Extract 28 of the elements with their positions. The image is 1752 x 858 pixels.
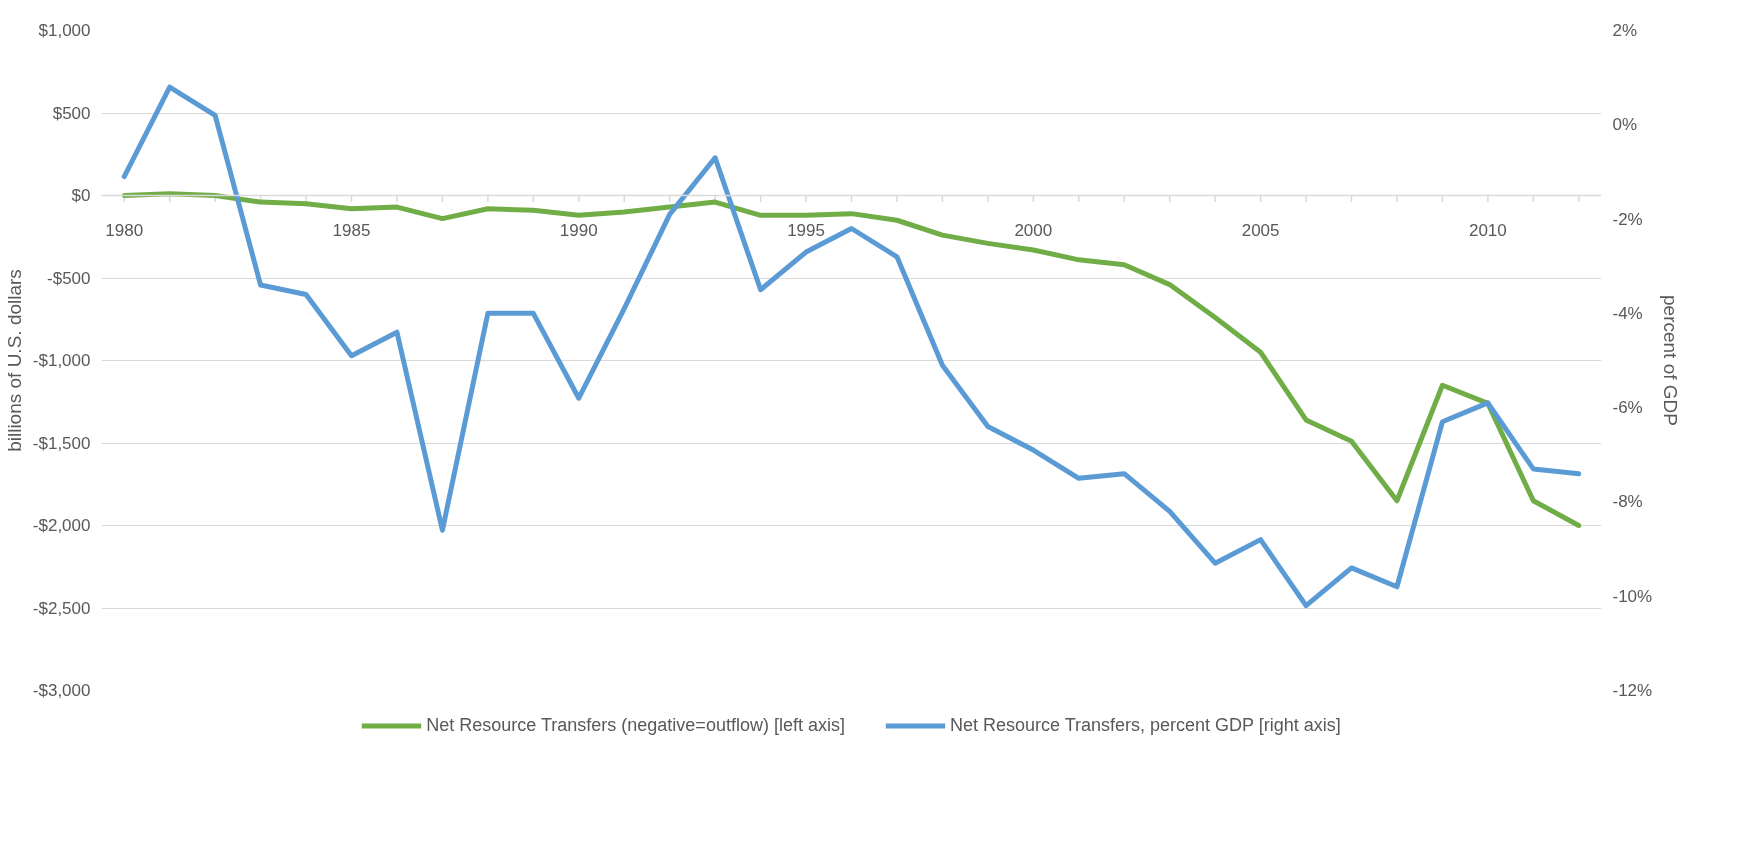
legend-label: Net Resource Transfers, percent GDP [right axis] bbox=[949, 714, 1341, 736]
y2-tick-label: 2% bbox=[1612, 21, 1638, 40]
y-tick-label: -$2,000 bbox=[32, 516, 91, 535]
y2-axis-title: percent of GDP bbox=[1660, 295, 1682, 426]
x-tick-label: 2005 bbox=[1241, 220, 1280, 240]
y-tick-label: -$1,000 bbox=[32, 351, 91, 370]
y2-tick-label: -4% bbox=[1612, 303, 1643, 323]
x-tick-label: 2010 bbox=[1468, 220, 1507, 240]
y2-tick-label: -10% bbox=[1612, 586, 1653, 606]
y2-tick-label: -2% bbox=[1612, 209, 1643, 229]
y2-tick-label: 0% bbox=[1612, 115, 1638, 135]
y2-tick-label: -8% bbox=[1612, 492, 1643, 512]
y-tick-label: $0 bbox=[71, 186, 91, 205]
y-tick-label: -$3,000 bbox=[32, 681, 91, 700]
y2-tick-label: -6% bbox=[1612, 398, 1643, 418]
x-tick-label: 1980 bbox=[105, 220, 144, 240]
y-tick-label: $1,000 bbox=[38, 21, 91, 40]
y-tick-label: -$1,500 bbox=[32, 433, 91, 453]
y-tick-label: -$2,500 bbox=[32, 598, 91, 618]
y-axis-title: billions of U.S. dollars bbox=[3, 269, 25, 452]
y-tick-label: -$500 bbox=[47, 268, 91, 288]
y2-tick-label: -12% bbox=[1612, 681, 1653, 700]
x-tick-label: 1995 bbox=[787, 220, 825, 240]
x-tick-label: 2000 bbox=[1014, 220, 1053, 240]
x-tick-label: 1985 bbox=[332, 220, 371, 240]
legend-label: Net Resource Transfers (negative=outflow) [left axis] bbox=[426, 714, 845, 736]
y-tick-label: $500 bbox=[52, 103, 91, 123]
x-tick-label: 1990 bbox=[559, 220, 598, 240]
